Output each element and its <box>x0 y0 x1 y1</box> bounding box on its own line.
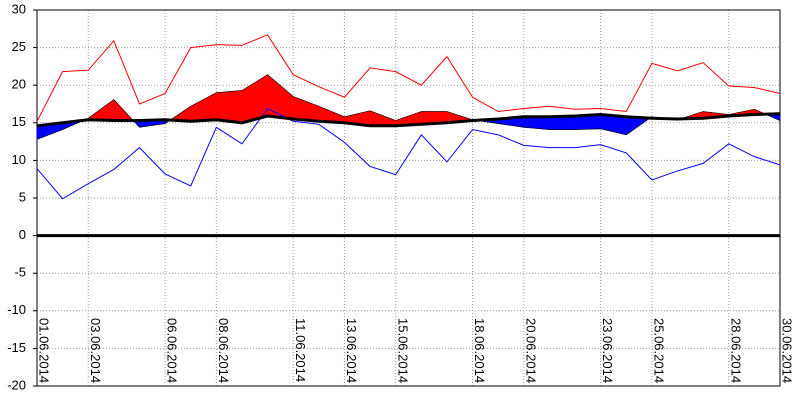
x-tick-label: 30.06.2014 <box>780 318 795 383</box>
series-line <box>36 107 781 200</box>
x-tick-label: 08.06.2014 <box>216 318 231 383</box>
plot-frame <box>36 9 781 387</box>
y-tick-label: 25 <box>12 39 26 54</box>
x-tick-label: 18.06.2014 <box>472 318 487 383</box>
x-tick-label: 15.06.2014 <box>395 318 410 383</box>
series-line <box>36 34 781 122</box>
y-tick-label: 10 <box>12 152 26 167</box>
y-tick-label: 30 <box>12 1 26 16</box>
y-tick-label: 20 <box>12 77 26 92</box>
x-tick-label: 03.06.2014 <box>88 318 103 383</box>
y-tick-label: 0 <box>19 227 26 242</box>
y-tick-label: -10 <box>7 302 26 317</box>
x-tick-label: 23.06.2014 <box>600 318 615 383</box>
series-line <box>36 74 781 140</box>
x-tick-label: 06.06.2014 <box>165 318 180 383</box>
x-tick-label: 13.06.2014 <box>344 318 359 383</box>
series-line <box>36 112 781 128</box>
deviation-fill <box>369 110 396 127</box>
deviation-fill <box>190 92 217 122</box>
y-tick-label: -20 <box>7 377 26 392</box>
deviation-fill <box>267 74 294 120</box>
y-tick-label: -5 <box>14 265 26 280</box>
deviation-fill <box>216 90 243 124</box>
deviation-fill <box>292 96 320 122</box>
x-tick-label: 11.06.2014 <box>293 318 308 382</box>
x-tick-label: 01.06.2014 <box>37 318 52 383</box>
x-tick-label: 28.06.2014 <box>728 318 743 383</box>
y-tick-label: 5 <box>19 189 26 204</box>
y-tick-label: -15 <box>7 340 26 355</box>
x-tick-label: 25.06.2014 <box>651 318 666 383</box>
y-tick-label: 15 <box>12 114 26 129</box>
x-tick-label: 20.06.2014 <box>523 318 538 383</box>
